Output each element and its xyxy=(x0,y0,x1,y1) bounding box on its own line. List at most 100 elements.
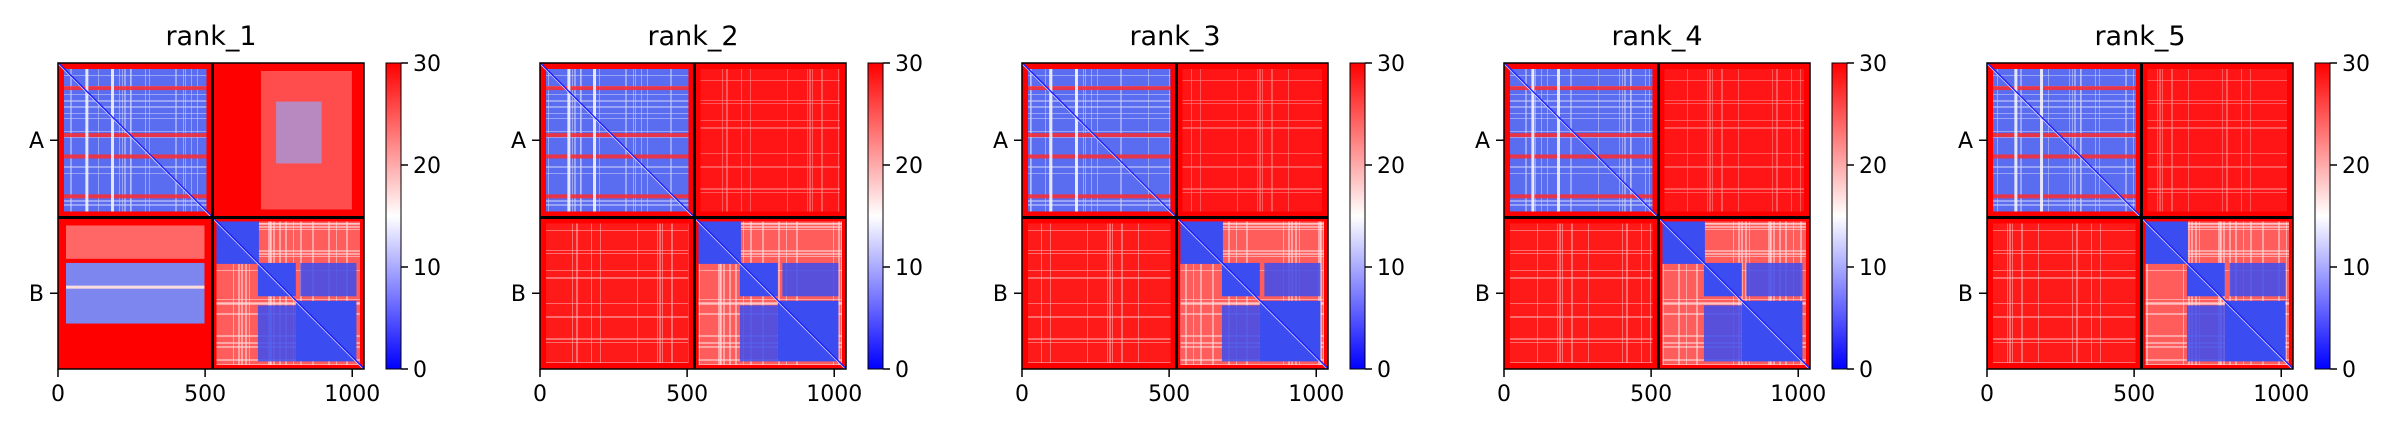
band-red xyxy=(546,86,689,91)
colorbar xyxy=(867,62,884,370)
x-tick-label: 500 xyxy=(1148,382,1190,407)
panel-title: rank_5 xyxy=(2094,21,2185,52)
plot-frame xyxy=(1986,62,2294,370)
band-white xyxy=(567,69,571,212)
band-red xyxy=(1993,133,2136,138)
subblock-blue xyxy=(739,305,778,362)
x-tick-label: 0 xyxy=(51,382,65,407)
subblock-blue xyxy=(1746,262,1803,297)
band-red xyxy=(1028,86,1171,91)
y-tick-label: B xyxy=(1475,282,1490,307)
colorbar-tick-label: 30 xyxy=(413,52,441,77)
subblock-blue xyxy=(1264,262,1321,297)
colorbar-tick-label: 30 xyxy=(1859,52,1887,77)
band-red xyxy=(64,154,207,159)
block-AB xyxy=(2147,69,2287,212)
colorbar-tick-label: 0 xyxy=(2342,358,2356,383)
band-red xyxy=(1028,154,1171,159)
y-tick-label: A xyxy=(1475,129,1490,154)
block-AB xyxy=(1664,69,1804,212)
y-tick-label: A xyxy=(1958,129,1973,154)
block-BA-pale xyxy=(66,225,205,259)
colorbar-tick-label: 0 xyxy=(895,358,909,383)
y-tick-label: A xyxy=(993,129,1008,154)
band-red xyxy=(1510,154,1653,159)
y-tick-label: B xyxy=(29,282,44,307)
colorbar-tick-label: 30 xyxy=(895,52,923,77)
colorbar-tick-label: 0 xyxy=(1859,358,1873,383)
panel-rank_5: rank_5 A B 0 500 1000 0 10 20 30 xyxy=(1958,21,2370,407)
band-white xyxy=(593,69,597,212)
block-BA xyxy=(546,223,689,363)
band-white xyxy=(1075,69,1079,212)
colorbar-tick-label: 0 xyxy=(1377,358,1391,383)
x-tick-label: 1000 xyxy=(806,382,862,407)
colorbar-tick-label: 20 xyxy=(1859,154,1887,179)
block-BA-blue xyxy=(66,262,205,324)
x-tick-label: 500 xyxy=(2113,382,2155,407)
panel-title: rank_4 xyxy=(1611,21,1702,52)
colorbar-tick-label: 10 xyxy=(895,256,923,281)
block-AB-blue xyxy=(276,101,322,164)
plot-frame xyxy=(1503,62,1811,370)
subblock-blue xyxy=(257,305,296,362)
block-BA xyxy=(1510,223,1653,363)
band-red xyxy=(546,154,689,159)
x-tick-label: 500 xyxy=(1630,382,1672,407)
subblock-blue xyxy=(300,262,357,297)
band-red xyxy=(64,194,207,199)
colorbar-tick-label: 30 xyxy=(1377,52,1405,77)
band-white xyxy=(85,69,89,212)
colorbar-tick-label: 10 xyxy=(413,256,441,281)
block-AB xyxy=(1182,69,1322,212)
colorbar-tick-label: 20 xyxy=(895,154,923,179)
colorbar xyxy=(2314,62,2331,370)
colorbar xyxy=(1831,62,1848,370)
colorbar-tick-label: 0 xyxy=(413,358,427,383)
y-tick-label: B xyxy=(511,282,526,307)
y-tick-label: B xyxy=(993,282,1008,307)
colorbar xyxy=(385,62,402,370)
panel-rank_4: rank_4 A B 0 500 1000 0 10 20 30 xyxy=(1475,21,1887,407)
x-tick-label: 1000 xyxy=(1770,382,1826,407)
band-red xyxy=(1510,194,1653,199)
colorbar-tick-label: 10 xyxy=(2342,256,2370,281)
x-tick-label: 1000 xyxy=(324,382,380,407)
subblock-blue xyxy=(2186,305,2225,362)
x-tick-label: 1000 xyxy=(2253,382,2309,407)
x-tick-label: 1000 xyxy=(1288,382,1344,407)
subblock-blue xyxy=(2229,262,2286,297)
subblock-blue xyxy=(1703,305,1742,362)
plot-frame xyxy=(1021,62,1329,370)
panel-rank_2: rank_2 A B 0 500 1000 0 10 20 30 xyxy=(511,21,923,407)
colorbar-tick-label: 20 xyxy=(413,154,441,179)
band-red xyxy=(1993,194,2136,199)
y-tick-label: A xyxy=(29,129,44,154)
panel-rank_3: rank_3 A B 0 500 1000 0 10 20 30 xyxy=(993,21,1405,407)
colorbar-tick-label: 10 xyxy=(1859,256,1887,281)
band-white xyxy=(66,285,205,289)
band-white xyxy=(1557,69,1561,212)
band-red xyxy=(1993,154,2136,159)
colorbar-tick-label: 10 xyxy=(1377,256,1405,281)
subblock-blue xyxy=(782,262,839,297)
band-red xyxy=(1028,133,1171,138)
block-AB xyxy=(700,69,840,212)
x-tick-label: 0 xyxy=(533,382,547,407)
x-tick-label: 0 xyxy=(1980,382,1994,407)
subblock-blue xyxy=(1221,305,1260,362)
y-tick-label: A xyxy=(511,129,526,154)
block-BA xyxy=(1028,223,1171,363)
band-red xyxy=(1993,86,2136,91)
x-tick-label: 0 xyxy=(1497,382,1511,407)
plot-frame xyxy=(539,62,847,370)
band-white xyxy=(1049,69,1053,212)
colorbar-tick-label: 20 xyxy=(2342,154,2370,179)
band-red xyxy=(64,86,207,91)
band-white xyxy=(2014,69,2018,212)
band-red xyxy=(546,133,689,138)
x-tick-label: 0 xyxy=(1015,382,1029,407)
x-tick-label: 500 xyxy=(184,382,226,407)
band-red xyxy=(546,194,689,199)
